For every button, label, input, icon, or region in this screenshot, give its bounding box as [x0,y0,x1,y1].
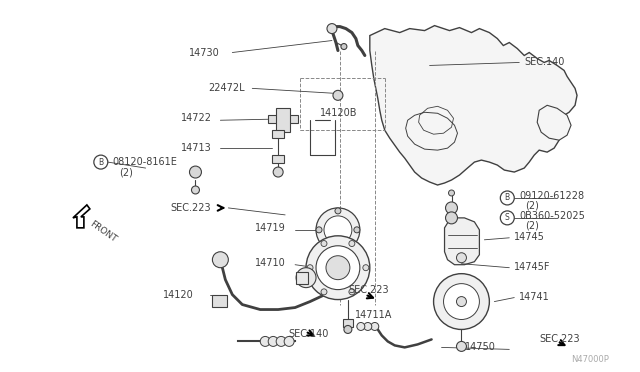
Text: 14722: 14722 [180,113,212,123]
Circle shape [341,44,347,49]
Polygon shape [537,105,571,140]
Circle shape [296,268,316,288]
Circle shape [354,227,360,233]
Circle shape [306,236,370,299]
Circle shape [444,283,479,320]
Text: SEC.140: SEC.140 [524,57,564,67]
Circle shape [335,208,341,214]
Text: 14711A: 14711A [355,310,392,320]
Text: 14750: 14750 [465,342,495,352]
Circle shape [321,289,327,295]
Circle shape [456,253,467,263]
Text: N47000P: N47000P [571,355,609,364]
Text: SEC.140: SEC.140 [288,330,328,339]
Circle shape [364,323,372,330]
Circle shape [335,246,341,252]
Text: SEC.223: SEC.223 [171,203,211,213]
Circle shape [268,336,278,346]
Circle shape [316,208,360,252]
Text: (2): (2) [525,201,539,211]
Bar [272,130,284,138]
Circle shape [307,265,313,271]
Circle shape [500,191,515,205]
Circle shape [445,202,458,214]
Circle shape [276,336,286,346]
Circle shape [316,246,360,290]
Text: 08120-8161E: 08120-8161E [113,157,178,167]
Text: S: S [505,214,509,222]
Circle shape [326,256,350,280]
Text: 14120: 14120 [163,289,193,299]
Circle shape [449,190,454,196]
Circle shape [273,167,283,177]
Text: 14719: 14719 [255,223,286,233]
Circle shape [456,341,467,352]
Text: 14741: 14741 [519,292,550,302]
Circle shape [357,323,365,330]
Circle shape [445,212,458,224]
Text: B: B [505,193,510,202]
Text: 0B360-52025: 0B360-52025 [519,211,585,221]
Circle shape [349,241,355,247]
Bar [296,272,308,283]
Circle shape [94,155,108,169]
Circle shape [344,326,352,333]
Bar [268,115,298,123]
Text: 14745: 14745 [515,232,545,242]
Text: SEC.223: SEC.223 [348,285,388,295]
Circle shape [349,289,355,295]
Polygon shape [73,205,90,228]
Circle shape [371,323,379,330]
Bar [212,295,227,307]
Text: 14710: 14710 [255,258,286,268]
Bar [272,155,284,163]
Polygon shape [370,26,577,185]
Circle shape [433,274,490,330]
Circle shape [189,166,202,178]
Polygon shape [445,218,479,265]
Text: 14120B: 14120B [320,108,358,118]
Circle shape [363,265,369,271]
Circle shape [191,186,200,194]
Circle shape [333,90,343,100]
Circle shape [260,336,270,346]
Text: 22472L: 22472L [209,83,245,93]
Circle shape [324,216,352,244]
Text: 09120-61228: 09120-61228 [519,191,584,201]
Circle shape [327,23,337,33]
Circle shape [316,227,322,233]
Text: (2): (2) [525,221,539,231]
Text: 14713: 14713 [180,143,211,153]
Text: SEC.223: SEC.223 [539,334,580,344]
Circle shape [456,296,467,307]
Circle shape [500,211,515,225]
Bar [276,108,290,132]
Text: 14745F: 14745F [515,262,551,272]
Circle shape [284,336,294,346]
Circle shape [212,252,228,268]
Circle shape [321,241,327,247]
Bar [343,320,353,327]
Text: (2): (2) [119,167,132,177]
Text: FRONT: FRONT [88,219,118,244]
Text: 14730: 14730 [189,48,220,58]
Text: B: B [99,158,104,167]
